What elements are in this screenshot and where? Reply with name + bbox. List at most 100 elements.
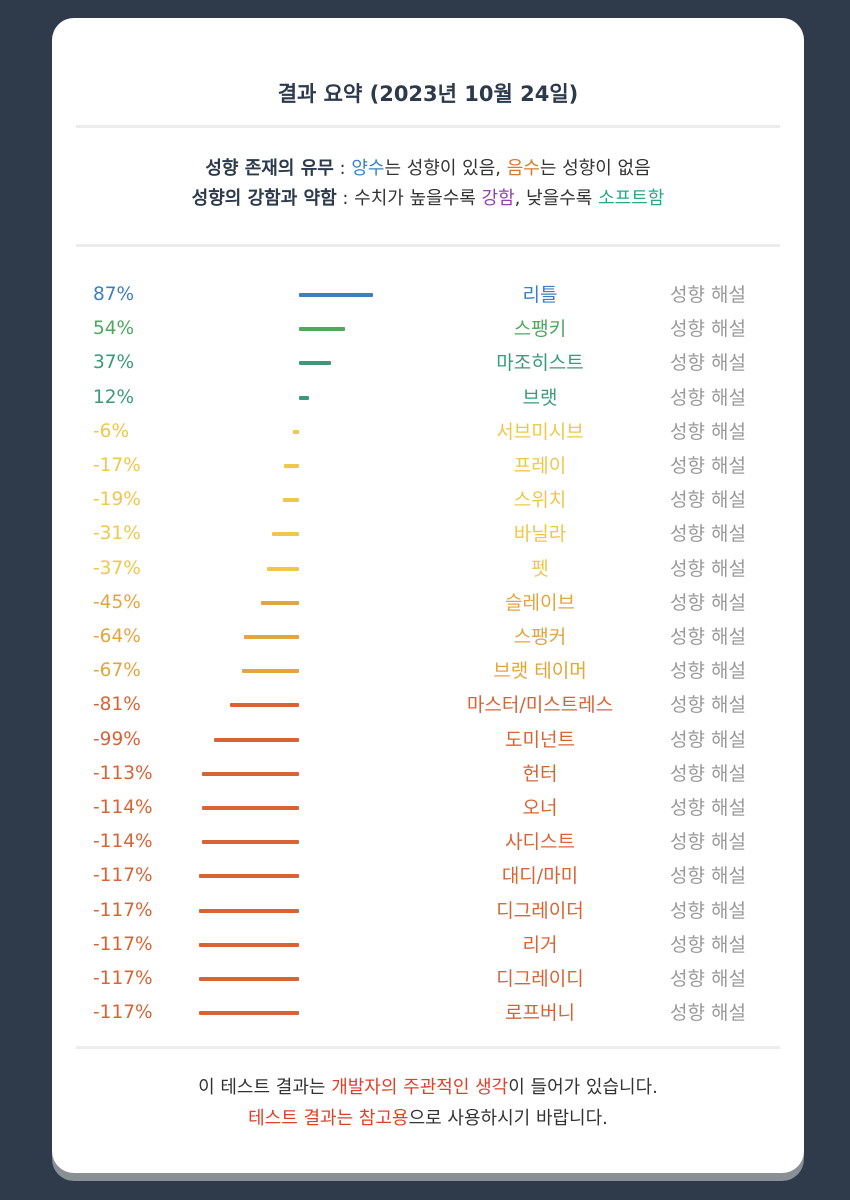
tendency-explain-link[interactable]: 성향 해설 [670, 386, 746, 409]
tendency-value: -99% [93, 728, 141, 750]
legend-strength-label: 성향의 강함과 약함 [191, 188, 337, 209]
disclaimer-line-1: 이 테스트 결과는 개발자의 주관적인 생각이 들어가 있습니다. [52, 1073, 804, 1099]
tendency-row: -117% 로프버니 성향 해설 [52, 996, 804, 1030]
reference-post: 으로 사용하시기 바랍니다. [408, 1108, 608, 1129]
tendency-explain-link[interactable]: 성향 해설 [670, 660, 746, 683]
tendency-name: 프레이 [513, 455, 567, 477]
tendency-explain-link[interactable]: 성향 해설 [670, 591, 746, 614]
tendency-name: 로프버니 [505, 1002, 575, 1025]
tendency-value: -31% [93, 523, 141, 545]
legend-line-presence: 성향 존재의 유무 : 양수는 성향이 있음, 음수는 성향이 없음 [52, 154, 804, 180]
tendency-explain-link[interactable]: 성향 해설 [670, 968, 746, 990]
tendency-row: -117% 디그레이더 성향 해설 [52, 894, 804, 928]
tendency-name: 리틀 [522, 284, 558, 306]
tendency-name: 리거 [522, 933, 558, 956]
tendency-bar [244, 635, 299, 639]
legend-presence-label: 성향 존재의 유무 [205, 158, 334, 179]
tendency-bar [299, 293, 374, 297]
tendency-bar [267, 566, 299, 571]
tendency-name: 서브미시브 [496, 420, 584, 443]
tendency-row: -113% 헌터 성향 해설 [52, 757, 804, 791]
tendency-name: 마조히스트 [496, 352, 584, 375]
tendency-explain-link[interactable]: 성향 해설 [670, 1002, 746, 1025]
tendency-name: 스팽키 [513, 318, 567, 341]
tendency-value: 37% [93, 352, 135, 374]
tendency-name: 사디스트 [505, 831, 575, 854]
tendency-bar [260, 600, 299, 605]
tendency-row: -99% 도미넌트 성향 해설 [52, 723, 804, 757]
tendency-row: -67% 브랫 테이머 성향 해설 [52, 654, 804, 688]
tendency-bar [272, 532, 299, 537]
tendency-value: -113% [93, 762, 153, 784]
tendency-bar [198, 1011, 299, 1016]
tendency-bar [201, 806, 299, 810]
tendency-name: 펫 [531, 557, 549, 580]
tendency-explain-link[interactable]: 성향 해설 [670, 865, 746, 888]
tendency-explain-link[interactable]: 성향 해설 [670, 455, 746, 477]
divider-bottom [76, 1046, 780, 1049]
tendency-bar [284, 464, 299, 468]
tendency-row: 87% 리틀 성향 해설 [52, 278, 804, 312]
tendency-row: -6% 서브미시브 성향 해설 [52, 415, 804, 449]
tendency-name: 마스터/미스트레스 [466, 694, 614, 717]
tendency-bar [198, 977, 299, 981]
tendency-name: 브랫 테이머 [493, 660, 587, 683]
tendency-row: 54% 스팽키 성향 해설 [52, 312, 804, 346]
reference-highlight: 테스트 결과는 참고용 [248, 1108, 409, 1129]
tendency-explain-link[interactable]: 성향 해설 [670, 557, 746, 580]
tendency-value: -6% [93, 420, 130, 442]
tendency-row: -114% 오너 성향 해설 [52, 791, 804, 825]
legend-sep: : [333, 158, 352, 179]
tendency-bar [202, 771, 299, 776]
disclaimer-pre: 이 테스트 결과는 [198, 1077, 332, 1098]
tendency-bar [198, 942, 299, 947]
tendency-name: 브랫 [522, 386, 558, 409]
tendency-name: 디그레이디 [496, 968, 584, 990]
legend-soft: 소프트함 [598, 188, 665, 209]
disclaimer-line-2: 테스트 결과는 참고용으로 사용하시기 바랍니다. [52, 1104, 804, 1130]
tendency-explain-link[interactable]: 성향 해설 [670, 489, 746, 512]
tendency-bar [299, 327, 346, 332]
legend-negative-desc: 는 성향이 없음 [539, 158, 651, 179]
tendency-row: -117% 디그레이디 성향 해설 [52, 962, 804, 996]
tendency-value: -19% [93, 489, 141, 511]
tendency-explain-link[interactable]: 성향 해설 [670, 933, 746, 956]
tendency-explain-link[interactable]: 성향 해설 [670, 284, 746, 306]
tendency-explain-link[interactable]: 성향 해설 [670, 523, 746, 546]
tendency-row: -17% 프레이 성향 해설 [52, 449, 804, 483]
tendency-bar [201, 840, 299, 845]
legend-positive-desc: 는 성향이 있음, [384, 158, 507, 179]
tendency-name: 대디/마미 [501, 865, 579, 888]
tendency-explain-link[interactable]: 성향 해설 [670, 352, 746, 375]
tendency-name: 스팽커 [513, 626, 567, 648]
tendency-value: -45% [93, 591, 141, 613]
tendency-name: 바닐라 [513, 523, 567, 546]
tendency-name: 디그레이더 [496, 899, 584, 922]
page-title: 결과 요약 (2023년 10월 24일) [277, 82, 579, 106]
tendency-explain-link[interactable]: 성향 해설 [670, 762, 746, 785]
tendency-value: -114% [93, 831, 153, 853]
tendency-value: -117% [93, 1002, 153, 1024]
tendency-explain-link[interactable]: 성향 해설 [670, 728, 746, 751]
tendency-bar [229, 703, 299, 708]
tendency-explain-link[interactable]: 성향 해설 [670, 797, 746, 819]
tendency-value: -67% [93, 660, 141, 682]
tendency-explain-link[interactable]: 성향 해설 [670, 694, 746, 717]
tendency-name: 슬레이브 [505, 591, 575, 614]
tendency-value: -37% [93, 557, 141, 579]
tendency-explain-link[interactable]: 성향 해설 [670, 831, 746, 854]
tendency-explain-link[interactable]: 성향 해설 [670, 420, 746, 443]
tendency-value: -117% [93, 968, 153, 989]
tendency-bar [282, 498, 299, 503]
tendency-name: 스위치 [513, 489, 567, 512]
disclaimer-highlight: 개발자의 주관적인 생각 [331, 1077, 509, 1098]
tendency-explain-link[interactable]: 성향 해설 [670, 626, 746, 648]
tendency-value: -17% [93, 455, 141, 476]
tendency-explain-link[interactable]: 성향 해설 [670, 318, 746, 341]
legend-positive: 양수 [351, 158, 385, 179]
tendency-row: -37% 펫 성향 해설 [52, 552, 804, 586]
tendency-bar [299, 395, 310, 400]
tendency-explain-link[interactable]: 성향 해설 [670, 899, 746, 922]
tendency-name: 도미넌트 [505, 728, 575, 751]
tendency-row: -117% 리거 성향 해설 [52, 928, 804, 962]
